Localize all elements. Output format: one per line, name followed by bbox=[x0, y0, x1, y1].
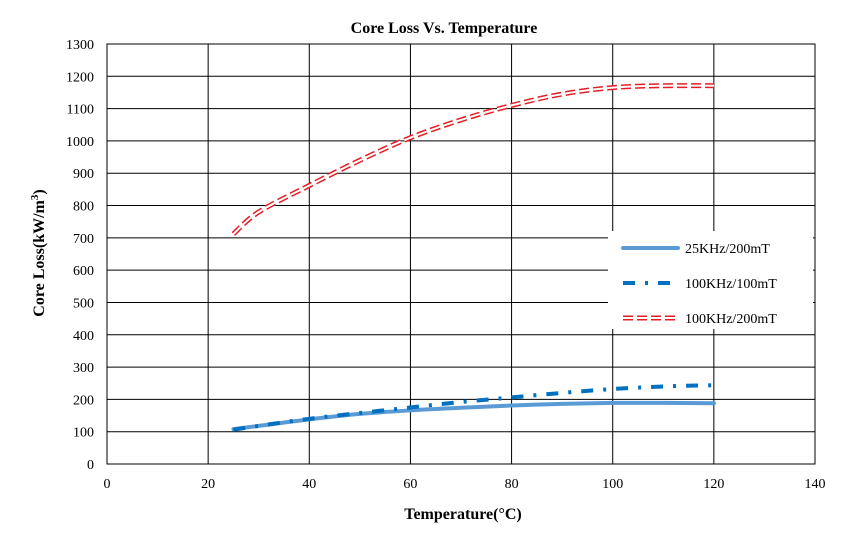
x-tick-label: 40 bbox=[302, 477, 316, 492]
y-tick-label: 100 bbox=[73, 426, 94, 441]
y-axis-ticks: 0 100 200 300 400 500 600 700 800 900 1000 1100 1200… bbox=[66, 38, 94, 473]
series-line-1 bbox=[231, 400, 716, 432]
y-tick-label: 500 bbox=[73, 296, 94, 311]
x-tick-label: 80 bbox=[505, 477, 519, 492]
y-axis-title-close: ) bbox=[31, 189, 48, 194]
legend-label-1: 25KHz/200mT bbox=[685, 242, 770, 257]
legend: 25KHz/200mT 100KHz/100mT 100KHz/200mT bbox=[608, 231, 813, 329]
x-axis-title: Temperature(°C) bbox=[404, 506, 521, 523]
y-tick-label: 300 bbox=[73, 361, 94, 376]
series-line-3-inner bbox=[232, 84, 714, 235]
y-tick-label: 800 bbox=[73, 200, 94, 215]
legend-items: 25KHz/200mT 100KHz/100mT 100KHz/200mT bbox=[621, 242, 777, 327]
series-1 bbox=[231, 400, 716, 432]
series-2 bbox=[233, 383, 714, 432]
x-tick-label: 20 bbox=[201, 477, 215, 492]
legend-item-2: 100KHz/100mT bbox=[623, 277, 777, 292]
legend-item-1: 25KHz/200mT bbox=[621, 242, 770, 257]
plot-area-border bbox=[106, 43, 816, 465]
y-tick-label: 0 bbox=[87, 458, 94, 473]
x-tick-label: 100 bbox=[602, 477, 623, 492]
y-tick-label: 400 bbox=[73, 329, 94, 344]
y-axis-title: Core Loss(kW/m3) bbox=[29, 189, 48, 316]
legend-label-2: 100KHz/100mT bbox=[685, 277, 777, 292]
y-tick-label: 600 bbox=[73, 264, 94, 279]
y-tick-label: 1300 bbox=[66, 38, 94, 53]
y-tick-label: 700 bbox=[73, 232, 94, 247]
legend-label-3: 100KHz/200mT bbox=[685, 312, 777, 327]
y-tick-label: 900 bbox=[73, 167, 94, 182]
y-axis-title-superscript: 3 bbox=[29, 194, 41, 200]
x-tick-label: 0 bbox=[104, 477, 111, 492]
x-tick-label: 120 bbox=[703, 477, 724, 492]
series-layer bbox=[231, 83, 716, 432]
y-tick-label: 1000 bbox=[66, 135, 94, 150]
y-tick-label: 1200 bbox=[66, 70, 94, 85]
x-axis-ticks: 0 20 40 60 80 100 120 140 bbox=[104, 477, 826, 492]
x-tick-label: 140 bbox=[805, 477, 826, 492]
chart-title: Core Loss Vs. Temperature bbox=[351, 20, 538, 37]
y-axis-title-main: Core Loss(kW/m bbox=[31, 199, 48, 316]
x-tick-label: 60 bbox=[403, 477, 417, 492]
legend-item-3: 100KHz/200mT bbox=[623, 312, 777, 327]
series-3 bbox=[231, 83, 714, 236]
y-tick-label: 200 bbox=[73, 393, 94, 408]
series-line-2 bbox=[233, 383, 714, 432]
y-tick-label: 1100 bbox=[67, 103, 94, 118]
